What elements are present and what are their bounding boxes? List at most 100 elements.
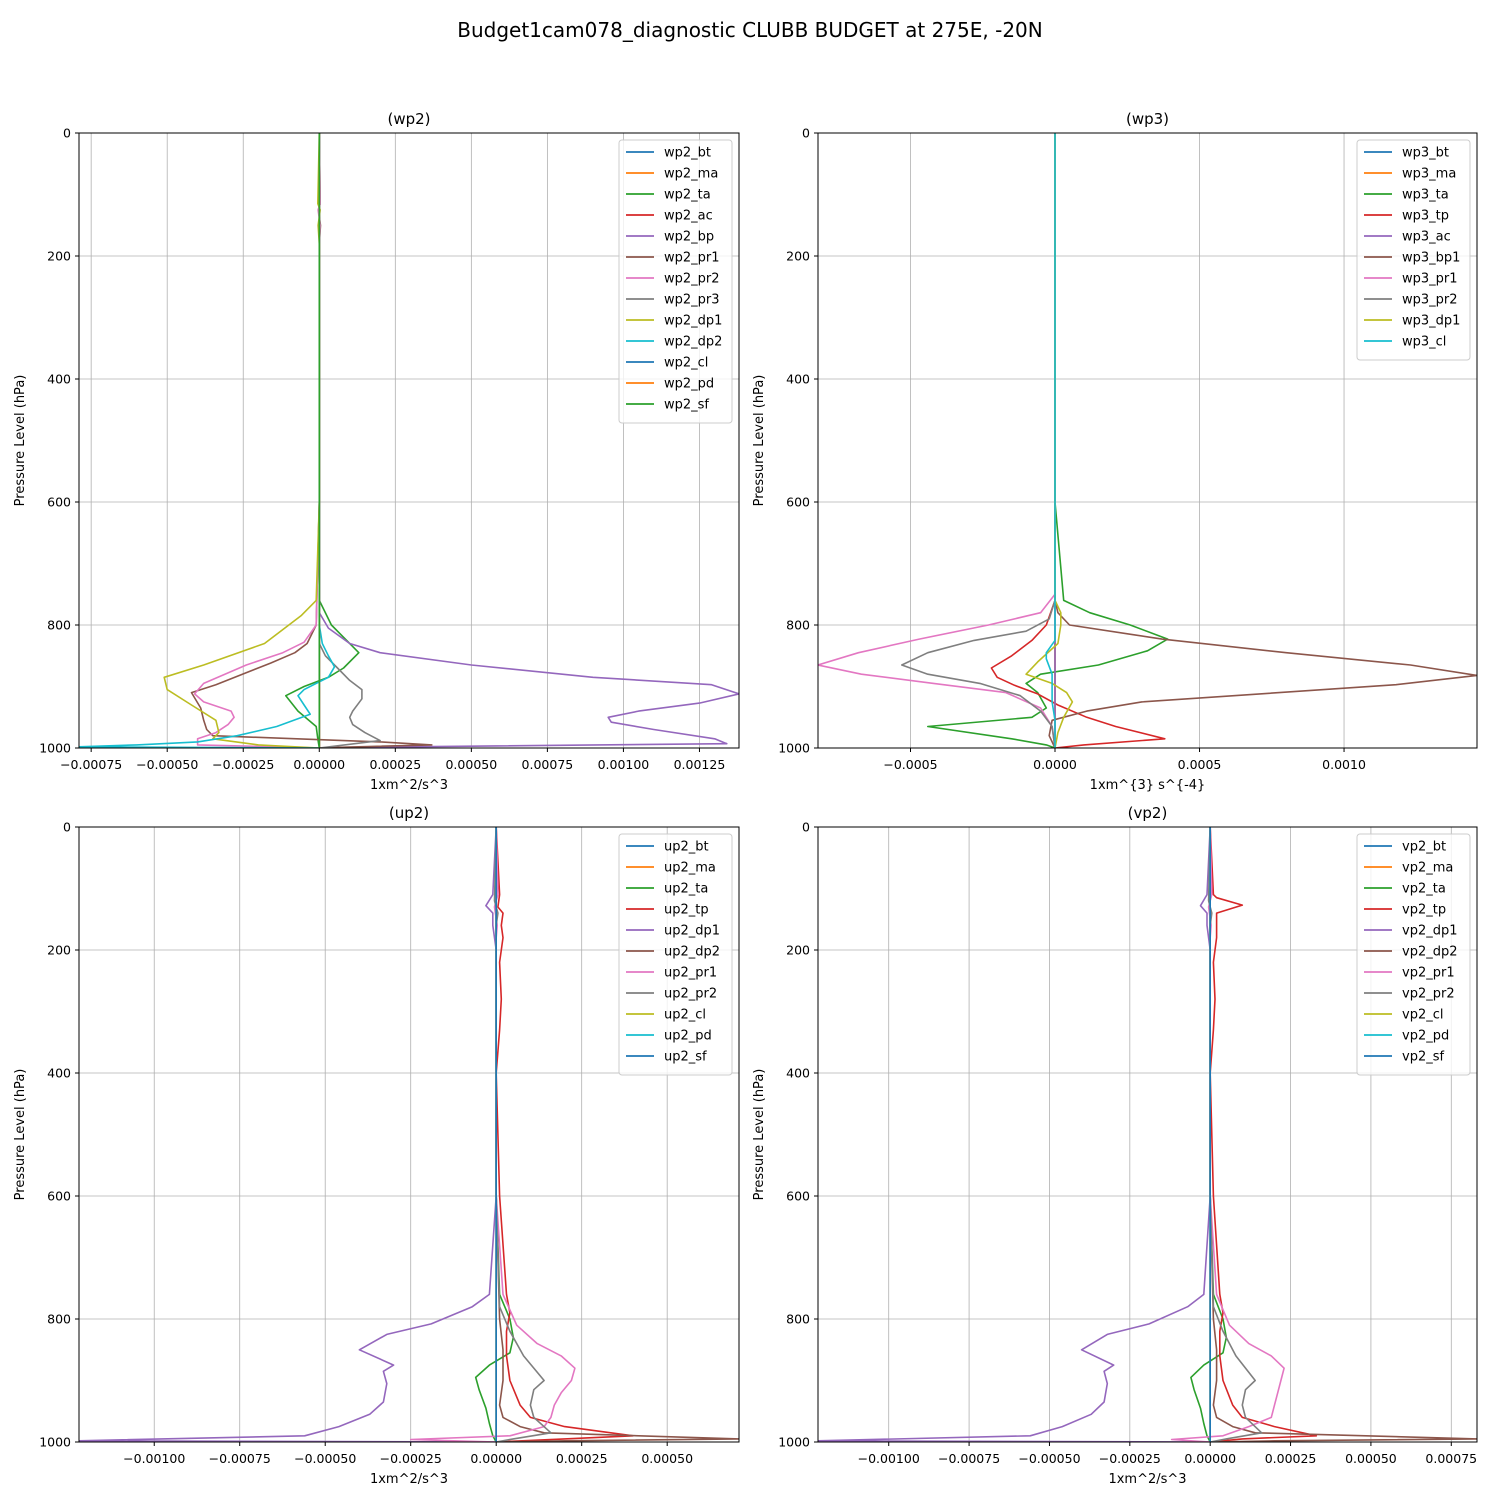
y-tick-label: 1000 <box>39 741 71 756</box>
x-axis-label: 1xm^2/s^3 <box>370 1472 448 1487</box>
legend-label: vp2_ta <box>1402 882 1446 897</box>
legend-label: wp2_cl <box>664 356 708 371</box>
legend-box <box>1356 139 1471 361</box>
series-lines <box>818 827 1477 1442</box>
y-tick-label: 200 <box>786 249 810 264</box>
legend-label: up2_cl <box>664 1008 706 1023</box>
legend-label: wp3_cl <box>1402 335 1446 350</box>
y-axis-label: Pressure Level (hPa) <box>752 375 767 507</box>
subplot-vp2: −0.00100 −0.00075 −0.00050 −0.00025 0.00000 0… <box>752 804 1478 1487</box>
subplot-title: (vp2) <box>1128 804 1168 822</box>
x-tick-label: −0.00025 <box>1099 1451 1161 1466</box>
legend-label: wp2_dp1 <box>664 314 722 329</box>
series-line-up2_pr2 <box>493 827 552 1442</box>
legend-label: wp2_bp <box>664 230 714 245</box>
y-tick-label: 0 <box>802 820 810 835</box>
legend: wp3_bt wp3_ma wp3_ta wp3_tp wp3_ac wp3_bp1 wp3… <box>1356 139 1471 361</box>
legend-label: wp3_ac <box>1402 230 1451 245</box>
subplot-grid: −0.00075 −0.00050 −0.00025 0.00000 0.00025 0.… <box>13 110 1478 1487</box>
x-tick-label: 0.00050 <box>641 1451 693 1466</box>
x-tick-label: 0.00100 <box>598 757 650 772</box>
legend-label: wp2_pr3 <box>664 293 720 308</box>
legend-label: up2_pr1 <box>664 966 717 981</box>
y-tick-label: 600 <box>47 1189 71 1204</box>
legend-label: vp2_pd <box>1402 1029 1449 1044</box>
y-tick-label: 600 <box>786 1189 810 1204</box>
legend-label: up2_sf <box>664 1050 707 1065</box>
legend-label: up2_tp <box>664 903 709 918</box>
legend-label: vp2_tp <box>1402 903 1446 918</box>
x-tick-label: 0.0005 <box>1178 757 1222 772</box>
series-line-vp2_dp1 <box>818 827 1211 1442</box>
x-tick-label: 0.00050 <box>445 757 497 772</box>
series-lines <box>818 133 1477 748</box>
legend-label: wp3_ta <box>1402 188 1449 203</box>
legend-label: wp3_pr1 <box>1402 272 1458 287</box>
subplot-title: (up2) <box>389 804 429 822</box>
legend-label: wp3_bt <box>1402 146 1449 161</box>
x-tick-label: 0.0010 <box>1322 757 1366 772</box>
legend-label: wp3_ma <box>1402 167 1456 182</box>
legend-label: wp3_tp <box>1402 209 1449 224</box>
y-axis-label: Pressure Level (hPa) <box>13 375 28 507</box>
legend-label: up2_dp2 <box>664 945 720 960</box>
legend-label: wp2_sf <box>664 398 709 413</box>
y-tick-label: 1000 <box>778 741 810 756</box>
grid-lines <box>79 132 739 749</box>
axes-frame <box>817 132 1478 749</box>
axes-frame <box>817 826 1478 1443</box>
y-tick-label: 800 <box>47 618 71 633</box>
x-tick-label: −0.0005 <box>883 757 937 772</box>
y-tick-label: 0 <box>802 126 810 141</box>
legend-label: vp2_cl <box>1402 1008 1443 1023</box>
y-tick-label: 800 <box>786 1312 810 1327</box>
x-tick-label: −0.00075 <box>209 1451 271 1466</box>
legend-label: vp2_dp2 <box>1402 945 1458 960</box>
x-axis-label: 1xm^2/s^3 <box>370 778 448 793</box>
y-tick-label: 1000 <box>39 1435 71 1450</box>
y-tick-label: 800 <box>47 1312 71 1327</box>
series-line-wp3_cl <box>1045 133 1056 748</box>
subplot-wp2: −0.00075 −0.00050 −0.00025 0.00000 0.00025 0.… <box>13 110 740 793</box>
x-tick-label: −0.00050 <box>294 1451 356 1466</box>
x-tick-label: −0.00100 <box>858 1451 920 1466</box>
subplot-up2: −0.00100 −0.00075 −0.00050 −0.00025 0.00000 0… <box>13 804 740 1487</box>
axes-frame <box>78 826 740 1443</box>
y-tick-label: 600 <box>786 495 810 510</box>
legend-label: up2_bt <box>664 840 709 855</box>
legend-label: wp2_dp2 <box>664 335 722 350</box>
x-tick-label: −0.00100 <box>123 1451 185 1466</box>
x-tick-label: 0.00000 <box>293 757 345 772</box>
y-tick-label: 1000 <box>778 1435 810 1450</box>
y-tick-label: 200 <box>47 943 71 958</box>
legend-label: wp2_bt <box>664 146 711 161</box>
y-tick-label: 0 <box>63 126 71 141</box>
y-tick-label: 400 <box>786 372 810 387</box>
x-tick-label: −0.00075 <box>60 757 122 772</box>
legend-label: wp2_pd <box>664 377 714 392</box>
legend-label: vp2_bt <box>1402 840 1446 855</box>
legend-label: vp2_ma <box>1402 861 1453 876</box>
legend-label: wp2_ta <box>664 188 711 203</box>
x-axis-label: 1xm^{3} s^{-4} <box>1090 778 1206 793</box>
legend-label: vp2_pr2 <box>1402 987 1455 1002</box>
legend: up2_bt up2_ma up2_ta up2_tp up2_dp1 up2_dp2up… <box>618 833 733 1076</box>
x-tick-label: 0.00075 <box>1425 1451 1477 1466</box>
x-tick-label: 0.00050 <box>1345 1451 1397 1466</box>
x-tick-label: −0.00025 <box>212 757 274 772</box>
y-tick-label: 400 <box>47 1066 71 1081</box>
y-tick-label: 800 <box>786 618 810 633</box>
x-tick-label: 0.00000 <box>1184 1451 1236 1466</box>
y-axis-label: Pressure Level (hPa) <box>13 1069 28 1201</box>
y-tick-label: 400 <box>47 372 71 387</box>
x-tick-label: −0.00075 <box>938 1451 1000 1466</box>
y-tick-label: 400 <box>786 1066 810 1081</box>
legend-label: up2_pr2 <box>664 987 717 1002</box>
legend-label: wp2_ma <box>664 167 718 182</box>
legend-label: up2_ta <box>664 882 708 897</box>
x-tick-label: 0.00125 <box>674 757 726 772</box>
subplot-wp3: −0.0005 0.0000 0.0005 0.0010 0 200 400 600 800 10… <box>752 110 1478 793</box>
figure-suptitle: Budget1cam078_diagnostic CLUBB BUDGET at… <box>457 18 1042 42</box>
legend-label: wp2_pr1 <box>664 251 720 266</box>
